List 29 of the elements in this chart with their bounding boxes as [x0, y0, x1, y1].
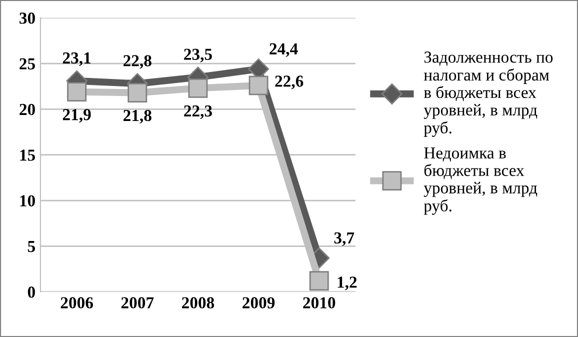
data-label: 3,7	[334, 232, 354, 246]
data-label: 22,8	[124, 55, 152, 69]
legend-label: Недоимка в бюджеты всех уровней, в млрд руб.	[424, 148, 538, 215]
y-tick-label: 30	[20, 12, 35, 24]
data-label: 21,9	[62, 109, 91, 123]
data-label: 1,2	[338, 276, 357, 290]
x-tick-label: 2006	[60, 297, 93, 308]
y-tick-label: 5	[28, 241, 35, 252]
data-label: 21,8	[124, 110, 152, 124]
data-label: 23,1	[62, 52, 91, 66]
data-label: 22,6	[275, 76, 304, 90]
x-tick-label: 2009	[242, 297, 275, 308]
data-label: 22,3	[184, 105, 212, 119]
data-label: 24,4	[270, 43, 298, 57]
point	[188, 78, 208, 98]
data-label: 23,5	[184, 48, 212, 62]
x-tick-label: 2008	[182, 297, 214, 308]
x-tick-label: 2010	[303, 297, 336, 308]
point	[128, 83, 148, 102]
point	[248, 76, 268, 96]
x-tick-label: 2007	[121, 297, 154, 308]
point	[309, 271, 329, 291]
point	[67, 82, 87, 102]
y-tick-label: 15	[20, 150, 35, 161]
y-tick-label: 20	[20, 104, 35, 116]
legend-label: Задолженность по налогам и сборам в бюджеты всех уровней, в млрд руб.	[424, 52, 553, 137]
y-tick-label: 0	[28, 286, 35, 298]
y-tick-label: 10	[20, 195, 35, 206]
y-tick-label: 25	[20, 58, 35, 70]
